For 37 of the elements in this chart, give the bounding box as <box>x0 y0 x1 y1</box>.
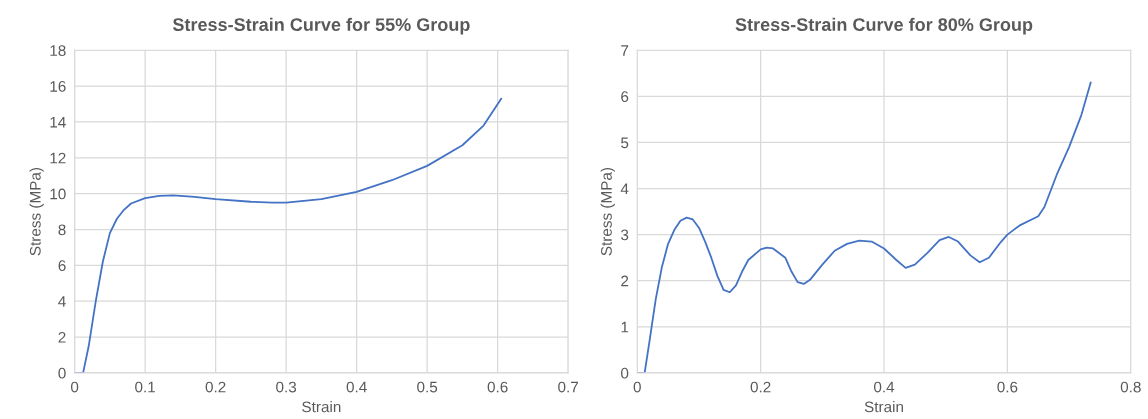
x-axis-title: Strain <box>302 401 341 413</box>
y-tick-label: 2 <box>58 331 66 343</box>
x-tick-label: 0 <box>70 381 79 393</box>
x-tick-label: 0.4 <box>873 381 895 393</box>
y-tick-label: 3 <box>621 229 629 241</box>
chart-title: Stress-Strain Curve for 80% Group <box>735 17 1033 35</box>
y-tick-label: 7 <box>621 45 629 56</box>
y-tick-label: 10 <box>50 188 66 200</box>
y-tick-label: 0 <box>621 367 629 379</box>
y-tick-label: 4 <box>620 183 629 195</box>
y-tick-label: 1 <box>621 321 629 333</box>
y-tick-label: 2 <box>621 275 629 287</box>
x-tick-label: 0.6 <box>487 381 508 393</box>
y-tick-label: 4 <box>58 296 66 307</box>
chart-title: Stress-Strain Curve for 55% Group <box>172 17 470 35</box>
x-tick-label: 0 <box>633 381 641 393</box>
x-tick-label: 0.2 <box>205 381 226 393</box>
y-tick-label: 12 <box>50 152 66 164</box>
x-tick-label: 0.1 <box>135 381 155 393</box>
x-axis-title: Strain <box>864 401 903 413</box>
y-tick-label: 0 <box>58 367 66 379</box>
y-tick-label: 14 <box>50 117 66 128</box>
y-tick-label: 16 <box>50 81 66 92</box>
y-tick-label: 6 <box>58 260 66 272</box>
x-tick-label: 0.6 <box>997 381 1018 393</box>
y-tick-label: 5 <box>621 137 629 149</box>
y-tick-label: 8 <box>58 224 66 236</box>
x-tick-label: 0.5 <box>417 381 438 393</box>
x-tick-label: 0.7 <box>558 381 579 393</box>
y-axis-title: Stress (MPa) <box>600 167 615 256</box>
x-tick-label: 0.2 <box>750 381 771 393</box>
y-tick-label: 18 <box>50 45 66 56</box>
x-tick-label: 0.4 <box>346 381 367 393</box>
x-tick-label: 0.3 <box>276 381 297 393</box>
x-tick-label: 0.8 <box>1120 381 1141 393</box>
y-axis-title: Stress (MPa) <box>29 167 44 256</box>
y-tick-label: 6 <box>621 91 629 103</box>
